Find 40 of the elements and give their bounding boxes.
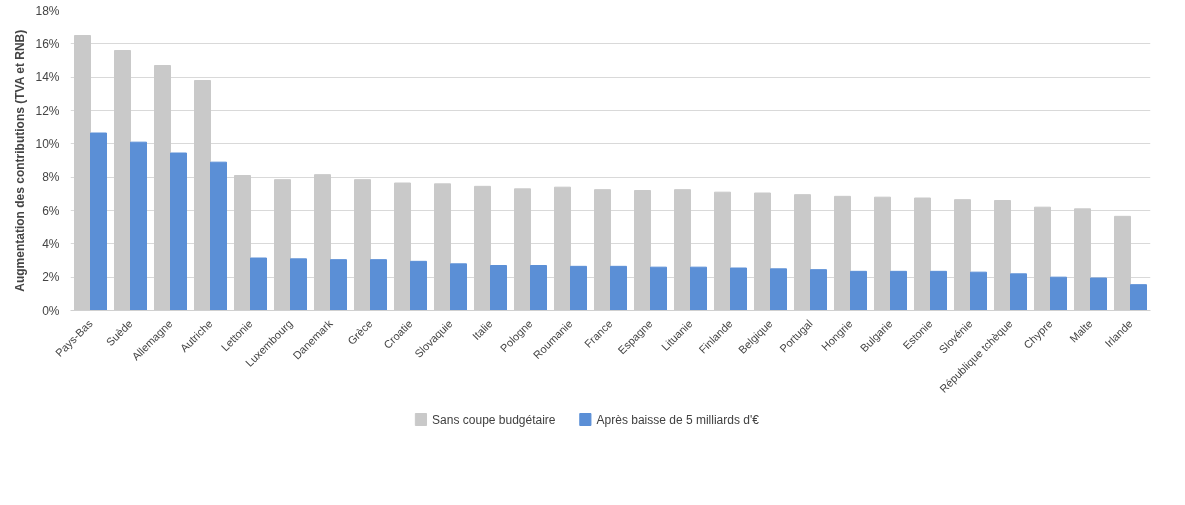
y-tick-label: 4% — [42, 236, 60, 251]
y-axis-title: Augmentation des contributions (TVA et RNB) — [13, 29, 28, 292]
bar — [290, 258, 307, 311]
bar — [610, 265, 627, 311]
bar — [730, 267, 747, 311]
bar — [490, 265, 507, 311]
bar — [890, 270, 907, 311]
y-tick-label: 2% — [42, 270, 60, 285]
legend-label: Sans coupe budgétaire — [432, 412, 556, 427]
bar — [690, 266, 707, 311]
bar — [130, 141, 147, 311]
bar — [1050, 276, 1067, 311]
bar — [210, 161, 227, 311]
bar — [770, 268, 787, 311]
y-tick-label: 16% — [35, 36, 60, 51]
bar — [1130, 284, 1147, 311]
bar — [250, 257, 267, 311]
bar — [1010, 273, 1027, 311]
bar — [1090, 277, 1107, 311]
y-tick-label: 18% — [35, 3, 60, 18]
bar — [650, 266, 667, 311]
bar — [370, 259, 387, 311]
bar — [530, 265, 547, 311]
bar — [170, 152, 187, 311]
y-tick-label: 12% — [35, 103, 60, 118]
bar — [850, 270, 867, 311]
legend-label: Après baisse de 5 milliards d'€ — [596, 412, 760, 427]
bar — [330, 259, 347, 311]
bar — [450, 263, 467, 311]
y-tick-label: 8% — [42, 170, 60, 185]
bar — [410, 260, 427, 311]
bar — [930, 270, 947, 311]
y-tick-label: 0% — [42, 303, 60, 318]
y-tick-label: 10% — [35, 136, 60, 151]
y-tick-label: 6% — [42, 203, 60, 218]
bar — [90, 132, 107, 311]
bar — [810, 269, 827, 311]
y-tick-label: 14% — [35, 70, 60, 85]
bar — [570, 265, 587, 311]
bar — [970, 271, 987, 311]
